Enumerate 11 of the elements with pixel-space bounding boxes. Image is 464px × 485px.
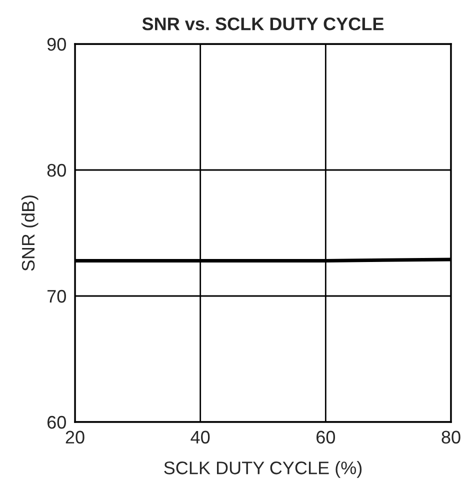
y-tick-label: 60 (48, 416, 66, 429)
y-tick-label: 80 (47, 164, 66, 177)
y-tick-label: 90 (47, 38, 66, 51)
x-tick-label: 60 (316, 430, 336, 444)
chart-title: SNR vs. SCLK DUTY CYCLE (142, 18, 384, 30)
x-tick-label: 20 (66, 430, 84, 444)
x-tick-label: 80 (442, 430, 460, 444)
x-axis-title: SCLK DUTY CYCLE (%) (164, 461, 362, 478)
y-axis-title: SNR (dB) (21, 195, 38, 271)
x-tick-label: 40 (190, 430, 210, 444)
y-tick-label: 70 (48, 290, 66, 303)
